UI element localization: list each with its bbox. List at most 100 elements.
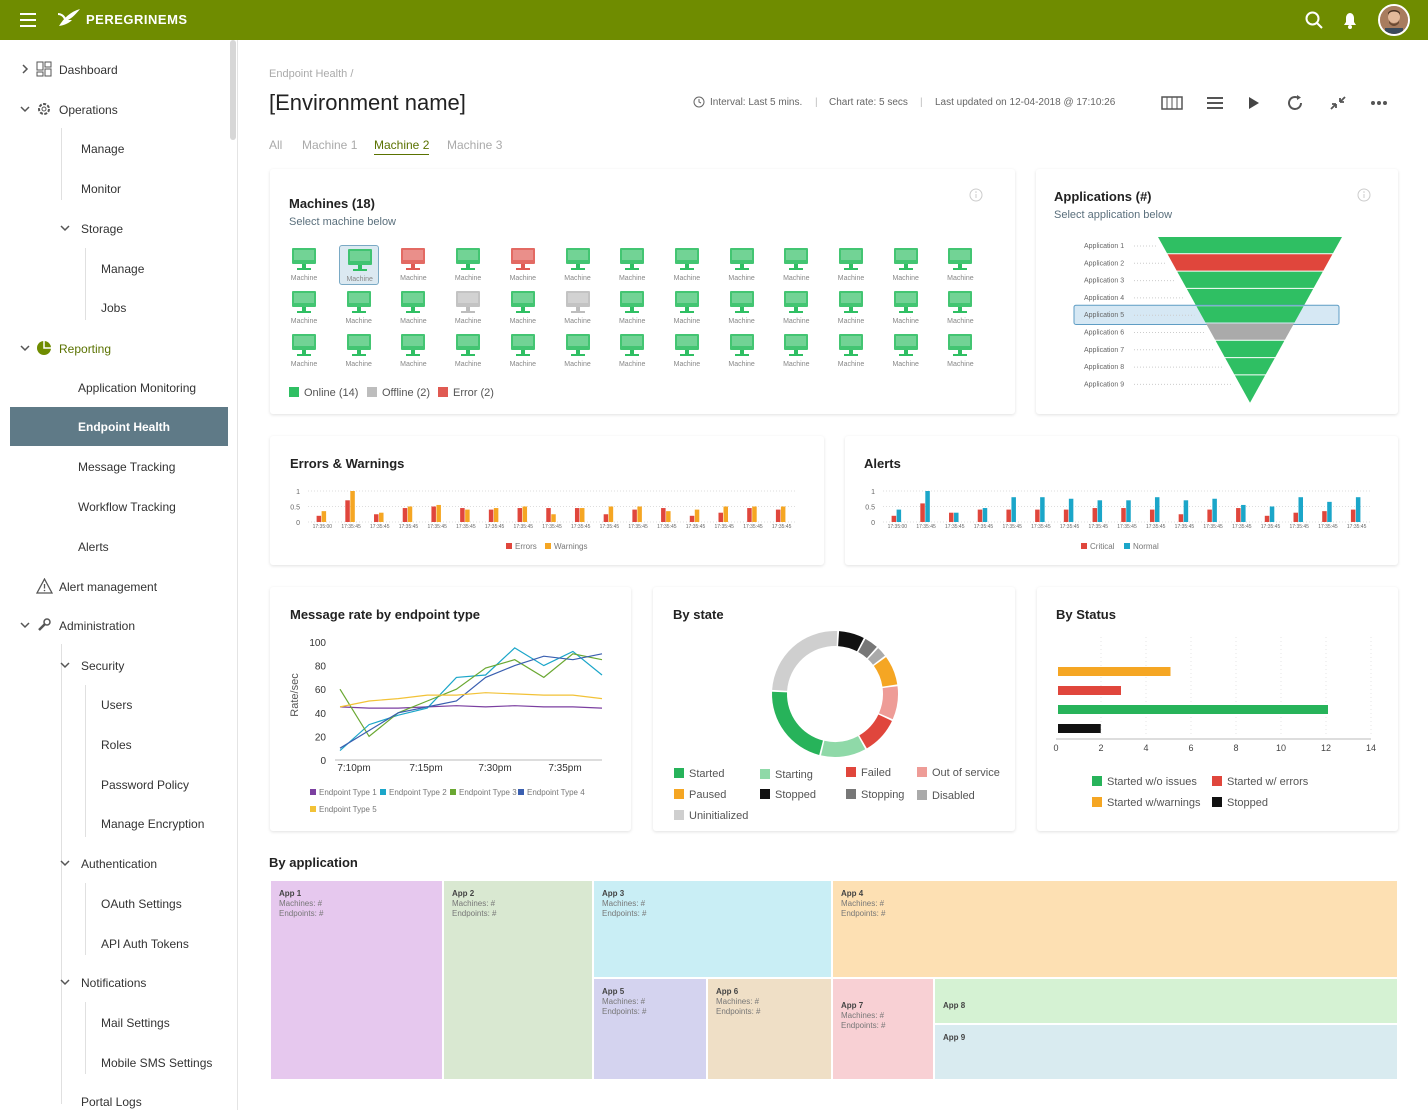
sidebar-item-application-monitoring[interactable]: Application Monitoring — [78, 381, 197, 395]
sidebar-item-security[interactable]: Security — [81, 659, 125, 673]
machine-tile[interactable]: Machine — [284, 288, 324, 328]
machine-tile[interactable]: Machine — [448, 288, 488, 328]
sidebar-item-storage-manage[interactable]: Manage — [101, 262, 145, 276]
machine-tile[interactable]: Machine — [393, 245, 433, 285]
machine-tile[interactable]: Machine — [831, 331, 871, 371]
collapse-icon[interactable] — [1327, 93, 1349, 113]
sidebar-item-notifications[interactable]: Notifications — [81, 976, 147, 990]
search-icon[interactable] — [1304, 10, 1324, 30]
info-icon[interactable] — [1357, 188, 1371, 202]
sidebar-item-storage[interactable]: Storage — [81, 222, 124, 236]
breadcrumb[interactable]: Endpoint Health / — [269, 68, 354, 80]
sidebar-item-monitor[interactable]: Monitor — [81, 182, 122, 196]
machine-tile[interactable]: Machine — [722, 331, 762, 371]
sidebar-item-alert-management[interactable]: Alert management — [59, 580, 158, 594]
machine-tile[interactable]: Machine — [339, 331, 379, 371]
treemap-tile[interactable]: App 5 Machines: # Endpoints: # — [593, 978, 707, 1080]
sidebar-item-workflow-tracking[interactable]: Workflow Tracking — [78, 500, 176, 514]
machine-tile[interactable]: Machine — [886, 245, 926, 285]
treemap-tile[interactable]: App 3 Machines: # Endpoints: # — [593, 880, 832, 978]
machine-tile[interactable]: Machine — [612, 288, 652, 328]
sidebar-item-alerts[interactable]: Alerts — [78, 540, 109, 554]
machine-tile[interactable]: Machine — [393, 288, 433, 328]
machine-tile[interactable]: Machine — [776, 245, 816, 285]
sidebar-item-mail-settings[interactable]: Mail Settings — [101, 1016, 170, 1030]
bell-icon[interactable] — [1340, 10, 1360, 30]
machine-tile[interactable]: Machine — [393, 331, 433, 371]
chevron-down-icon[interactable] — [19, 103, 31, 115]
more-icon[interactable] — [1368, 93, 1390, 113]
hamburger-menu-icon[interactable] — [20, 13, 36, 27]
sidebar-item-users[interactable]: Users — [101, 698, 133, 712]
machine-tile[interactable]: Machine — [722, 288, 762, 328]
user-avatar[interactable] — [1378, 4, 1410, 36]
chevron-down-icon[interactable] — [59, 857, 71, 869]
machine-tile[interactable]: Machine — [940, 288, 980, 328]
sidebar-item-message-tracking[interactable]: Message Tracking — [78, 460, 176, 474]
sidebar-item-endpoint-health[interactable]: Endpoint Health — [78, 420, 170, 434]
machine-tile[interactable]: Machine — [284, 331, 324, 371]
sidebar-item-jobs[interactable]: Jobs — [101, 301, 127, 315]
refresh-icon[interactable] — [1284, 93, 1306, 113]
machine-tile[interactable]: Machine — [503, 288, 543, 328]
tab-machine-2[interactable]: Machine 2 — [374, 138, 430, 155]
machine-tile[interactable]: Machine — [612, 331, 652, 371]
machine-tile[interactable]: Machine — [831, 288, 871, 328]
machine-tile[interactable]: Machine — [558, 331, 598, 371]
sidebar-item-manage-encryption[interactable]: Manage Encryption — [101, 817, 205, 831]
machine-tile[interactable]: Machine — [503, 245, 543, 285]
machine-tile[interactable]: Machine — [886, 331, 926, 371]
info-icon[interactable] — [969, 188, 983, 202]
chevron-down-icon[interactable] — [59, 659, 71, 671]
machine-tile[interactable]: Machine — [831, 245, 871, 285]
treemap-tile[interactable]: App 1 Machines: # Endpoints: # — [270, 880, 443, 1080]
sidebar-item-authentication[interactable]: Authentication — [81, 857, 158, 871]
treemap-tile[interactable]: App 4 Machines: # Endpoints: # — [832, 880, 1398, 978]
sidebar-item-password-policy[interactable]: Password Policy — [101, 778, 190, 792]
machine-tile[interactable]: Machine — [448, 245, 488, 285]
sidebar-item-dashboard[interactable]: Dashboard — [59, 63, 118, 77]
sidebar-item-manage[interactable]: Manage — [81, 142, 125, 156]
chevron-down-icon[interactable] — [59, 222, 71, 234]
machine-tile[interactable]: Machine — [667, 331, 707, 371]
chevron-down-icon[interactable] — [59, 976, 71, 988]
sidebar-item-mobile-sms-settings[interactable]: Mobile SMS Settings — [101, 1056, 213, 1070]
list-view-icon[interactable] — [1204, 93, 1226, 113]
sidebar-item-oauth-settings[interactable]: OAuth Settings — [101, 897, 182, 911]
grid-view-icon[interactable] — [1161, 93, 1183, 113]
machine-tile[interactable]: Machine — [448, 331, 488, 371]
machine-tile[interactable]: Machine — [776, 288, 816, 328]
chevron-right-icon[interactable] — [19, 63, 31, 75]
treemap-tile[interactable]: App 8 — [934, 978, 1398, 1024]
chevron-down-icon[interactable] — [19, 619, 31, 631]
machine-tile[interactable]: Machine — [667, 245, 707, 285]
play-icon[interactable] — [1243, 93, 1265, 113]
machine-tile[interactable]: Machine — [558, 245, 598, 285]
treemap-tile[interactable]: App 2 Machines: # Endpoints: # — [443, 880, 593, 1080]
sidebar-item-operations[interactable]: Operations — [59, 103, 118, 117]
machine-tile[interactable]: Machine — [667, 288, 707, 328]
machine-tile[interactable]: Machine — [612, 245, 652, 285]
chart-rate-label[interactable]: Chart rate: 5 secs — [829, 97, 908, 108]
sidebar-scrollbar[interactable] — [230, 40, 236, 140]
machine-tile[interactable]: Machine — [776, 331, 816, 371]
machine-tile[interactable]: Machine — [722, 245, 762, 285]
sidebar-item-administration[interactable]: Administration — [59, 619, 136, 633]
sidebar-item-portal-logs[interactable]: Portal Logs — [81, 1095, 142, 1109]
tab-machine-1[interactable]: Machine 1 — [302, 138, 358, 152]
machine-tile[interactable]: Machine — [886, 288, 926, 328]
machine-tile[interactable]: Machine — [339, 288, 379, 328]
machine-tile[interactable]: Machine — [284, 245, 324, 285]
machine-tile[interactable]: Machine — [558, 288, 598, 328]
machine-tile[interactable]: Machine — [940, 245, 980, 285]
machine-tile[interactable]: Machine — [338, 245, 379, 285]
machine-tile[interactable]: Machine — [503, 331, 543, 371]
sidebar-item-reporting[interactable]: Reporting — [59, 342, 112, 356]
tab-machine-3[interactable]: Machine 3 — [447, 138, 503, 152]
sidebar-item-roles[interactable]: Roles — [101, 738, 132, 752]
tab-all[interactable]: All — [269, 138, 283, 152]
sidebar-item-api-auth-tokens[interactable]: API Auth Tokens — [101, 937, 189, 951]
machine-tile[interactable]: Machine — [940, 331, 980, 371]
treemap-tile[interactable]: App 7 Machines: # Endpoints: # — [832, 978, 934, 1080]
